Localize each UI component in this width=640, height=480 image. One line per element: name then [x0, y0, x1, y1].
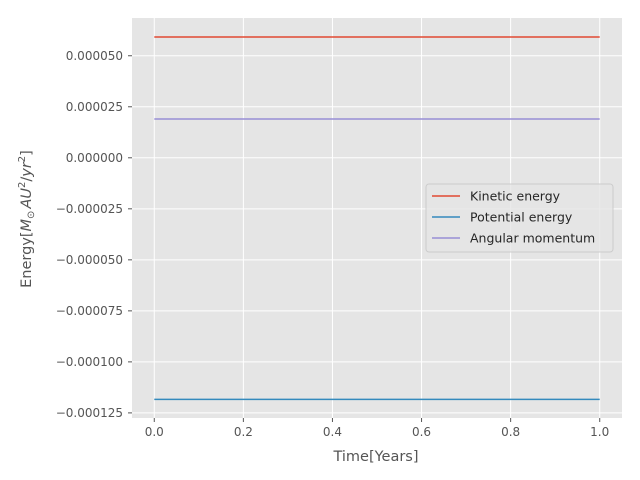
y-tick-label: −0.000075: [56, 304, 123, 318]
legend-label-potential-energy: Potential energy: [470, 210, 573, 225]
legend-box: [425, 183, 614, 253]
series-lines: [154, 36, 600, 401]
y-tick-label: 0.000025: [66, 100, 123, 114]
y-axis-label: Energy[M⊙AU2/yr2]: [17, 150, 37, 288]
legend-label-kinetic-energy: Kinetic energy: [470, 189, 561, 204]
x-axis: 0.0 0.2 0.4 0.6 0.8 1.0: [145, 418, 609, 439]
legend: Kinetic energy Potential energy Angular mo…: [425, 183, 614, 253]
y-tick-label: −0.000100: [56, 355, 123, 369]
x-tick-label: 0.6: [412, 425, 431, 439]
y-tick-label: −0.000125: [56, 406, 123, 420]
x-tick-label: 0.8: [501, 425, 520, 439]
x-tick-label: 1.0: [590, 425, 609, 439]
legend-label-angular-momentum: Angular momentum: [470, 231, 595, 246]
y-tick-label: −0.000025: [56, 202, 123, 216]
x-axis-label: Time[Years]: [332, 449, 418, 465]
x-tick-label: 0.4: [323, 425, 342, 439]
y-axis: 0.000050 0.000025 0.000000 −0.000025 −0.0000…: [56, 49, 132, 420]
y-tick-label: −0.000050: [56, 253, 123, 267]
y-tick-label: 0.000000: [66, 151, 123, 165]
y-tick-label: 0.000050: [66, 49, 123, 63]
x-tick-label: 0.2: [234, 425, 253, 439]
x-tick-label: 0.0: [145, 425, 164, 439]
